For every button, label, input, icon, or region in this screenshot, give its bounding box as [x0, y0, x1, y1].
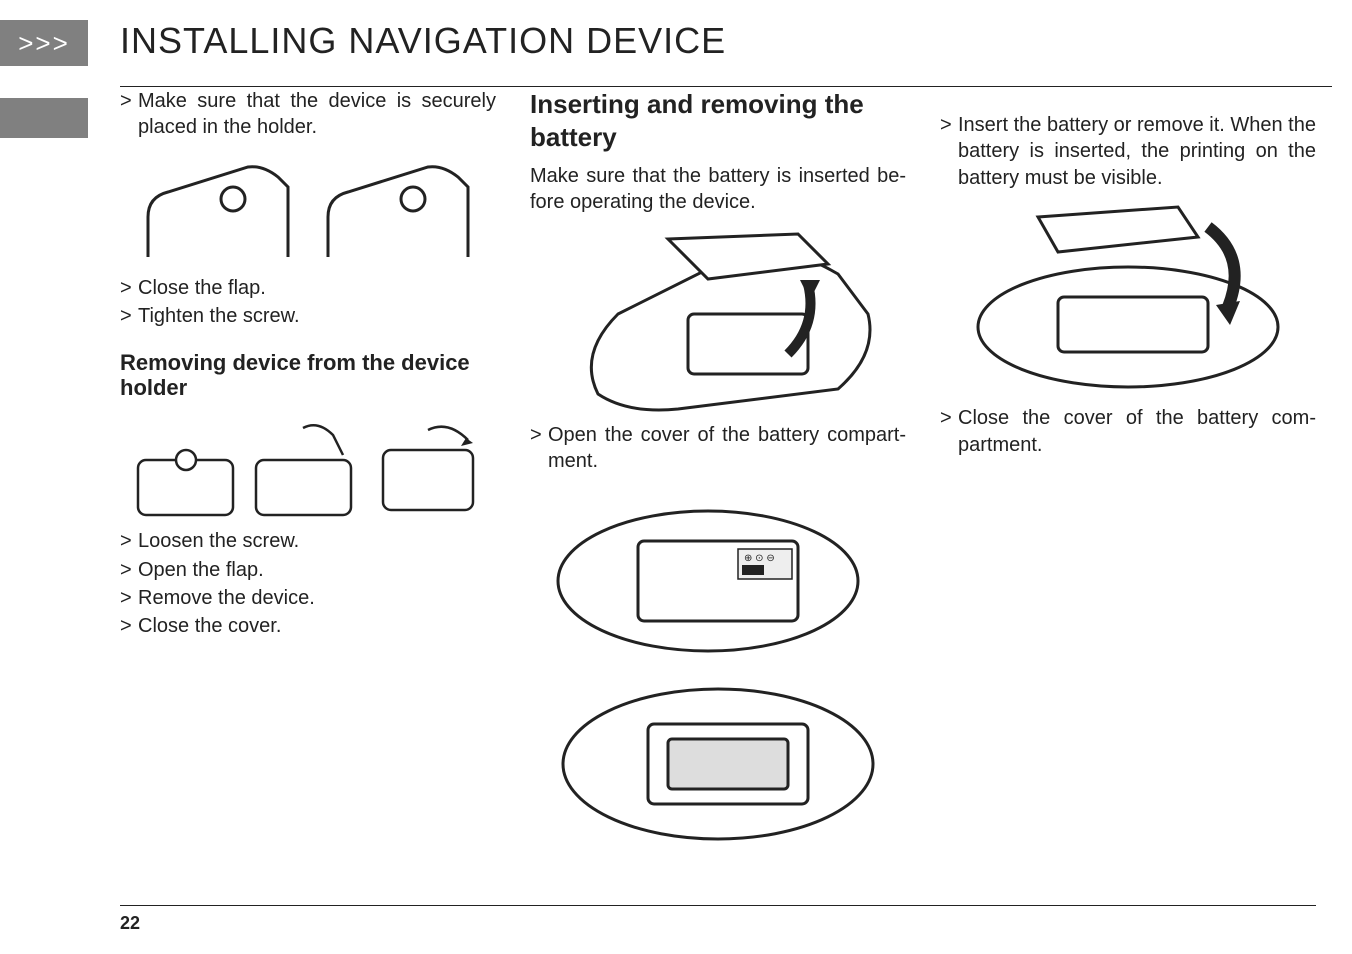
subheading-remove: Removing device from the device holder	[120, 350, 496, 401]
section-heading-battery: Inserting and removing the bat­tery	[530, 88, 906, 153]
step-item: >Make sure that the device is securely p…	[120, 88, 496, 141]
step-text: Insert the battery or remove it. When th…	[958, 112, 1316, 191]
step-item: >Close the flap.	[120, 275, 496, 301]
step-item: >Open the cover of the battery compart­m…	[530, 422, 906, 475]
header-divider	[120, 86, 1332, 87]
page-content: >Make sure that the device is securely p…	[120, 88, 1316, 894]
page-title: INSTALLING NAVIGATION DEVICE	[120, 20, 726, 62]
illustration-remove-steps	[120, 410, 496, 520]
svg-text:⊕ ⊙ ⊖: ⊕ ⊙ ⊖	[744, 553, 775, 564]
step-item: >Close the cover.	[120, 613, 496, 639]
page-number: 22	[120, 913, 140, 934]
illustration-battery-compartment: ⊕ ⊙ ⊖	[530, 481, 906, 661]
step-text: Open the cover of the battery compart­me…	[548, 422, 906, 475]
step-text: Close the cover.	[138, 613, 496, 639]
step-item: >Insert the battery or remove it. When t…	[940, 112, 1316, 191]
sidebar-strip	[0, 98, 88, 138]
illustration-holder-pair	[120, 147, 496, 267]
step-text: Open the flap.	[138, 557, 496, 583]
step-item: >Tighten the screw.	[120, 303, 496, 329]
step-text: Loosen the screw.	[138, 528, 496, 554]
footer-divider	[120, 905, 1316, 906]
step-text: Remove the device.	[138, 585, 496, 611]
chevron-badge: >>>	[0, 20, 88, 66]
illustration-open-cover	[530, 224, 906, 414]
step-text: Close the flap.	[138, 275, 496, 301]
illustration-insert-battery	[940, 197, 1316, 397]
paragraph: Make sure that the battery is inserted b…	[530, 163, 906, 216]
step-text: Make sure that the device is securely pl…	[138, 88, 496, 141]
step-item: >Loosen the screw.	[120, 528, 496, 554]
step-text: Tighten the screw.	[138, 303, 496, 329]
illustration-battery-slot	[530, 669, 906, 859]
step-item: >Close the cover of the battery com­part…	[940, 405, 1316, 458]
step-item: >Remove the device.	[120, 585, 496, 611]
step-item: >Open the flap.	[120, 557, 496, 583]
step-text: Close the cover of the battery com­partm…	[958, 405, 1316, 458]
